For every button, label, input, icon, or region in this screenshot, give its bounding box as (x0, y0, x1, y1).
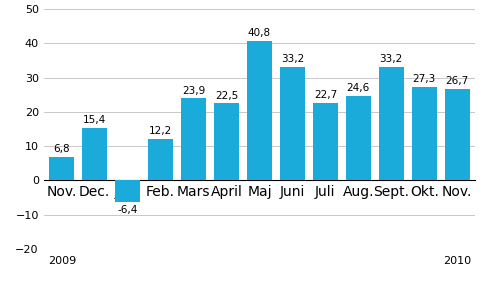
Bar (378, 67, 403, 180)
Text: 33,2: 33,2 (280, 54, 303, 64)
Bar (279, 67, 304, 180)
Text: 23,9: 23,9 (182, 86, 205, 96)
Text: 22,7: 22,7 (313, 90, 336, 100)
Bar (444, 89, 469, 180)
Bar (214, 103, 239, 180)
Text: 2010: 2010 (442, 256, 470, 266)
Bar (148, 139, 173, 180)
Bar (247, 40, 271, 180)
Bar (49, 157, 74, 180)
Text: 15,4: 15,4 (83, 115, 106, 125)
Text: 26,7: 26,7 (445, 76, 468, 86)
Bar (411, 87, 436, 180)
Bar (115, 180, 140, 202)
Text: 22,5: 22,5 (214, 91, 238, 100)
Bar (82, 128, 107, 180)
Bar (181, 98, 206, 180)
Bar (312, 103, 337, 180)
Text: 2009: 2009 (47, 256, 76, 266)
Text: -6,4: -6,4 (117, 205, 137, 215)
Text: 24,6: 24,6 (346, 83, 369, 93)
Text: 27,3: 27,3 (412, 74, 435, 84)
Text: 6,8: 6,8 (53, 144, 70, 154)
Text: 33,2: 33,2 (379, 54, 402, 64)
Text: 12,2: 12,2 (149, 126, 172, 136)
Text: 40,8: 40,8 (247, 28, 271, 38)
Bar (345, 96, 370, 180)
